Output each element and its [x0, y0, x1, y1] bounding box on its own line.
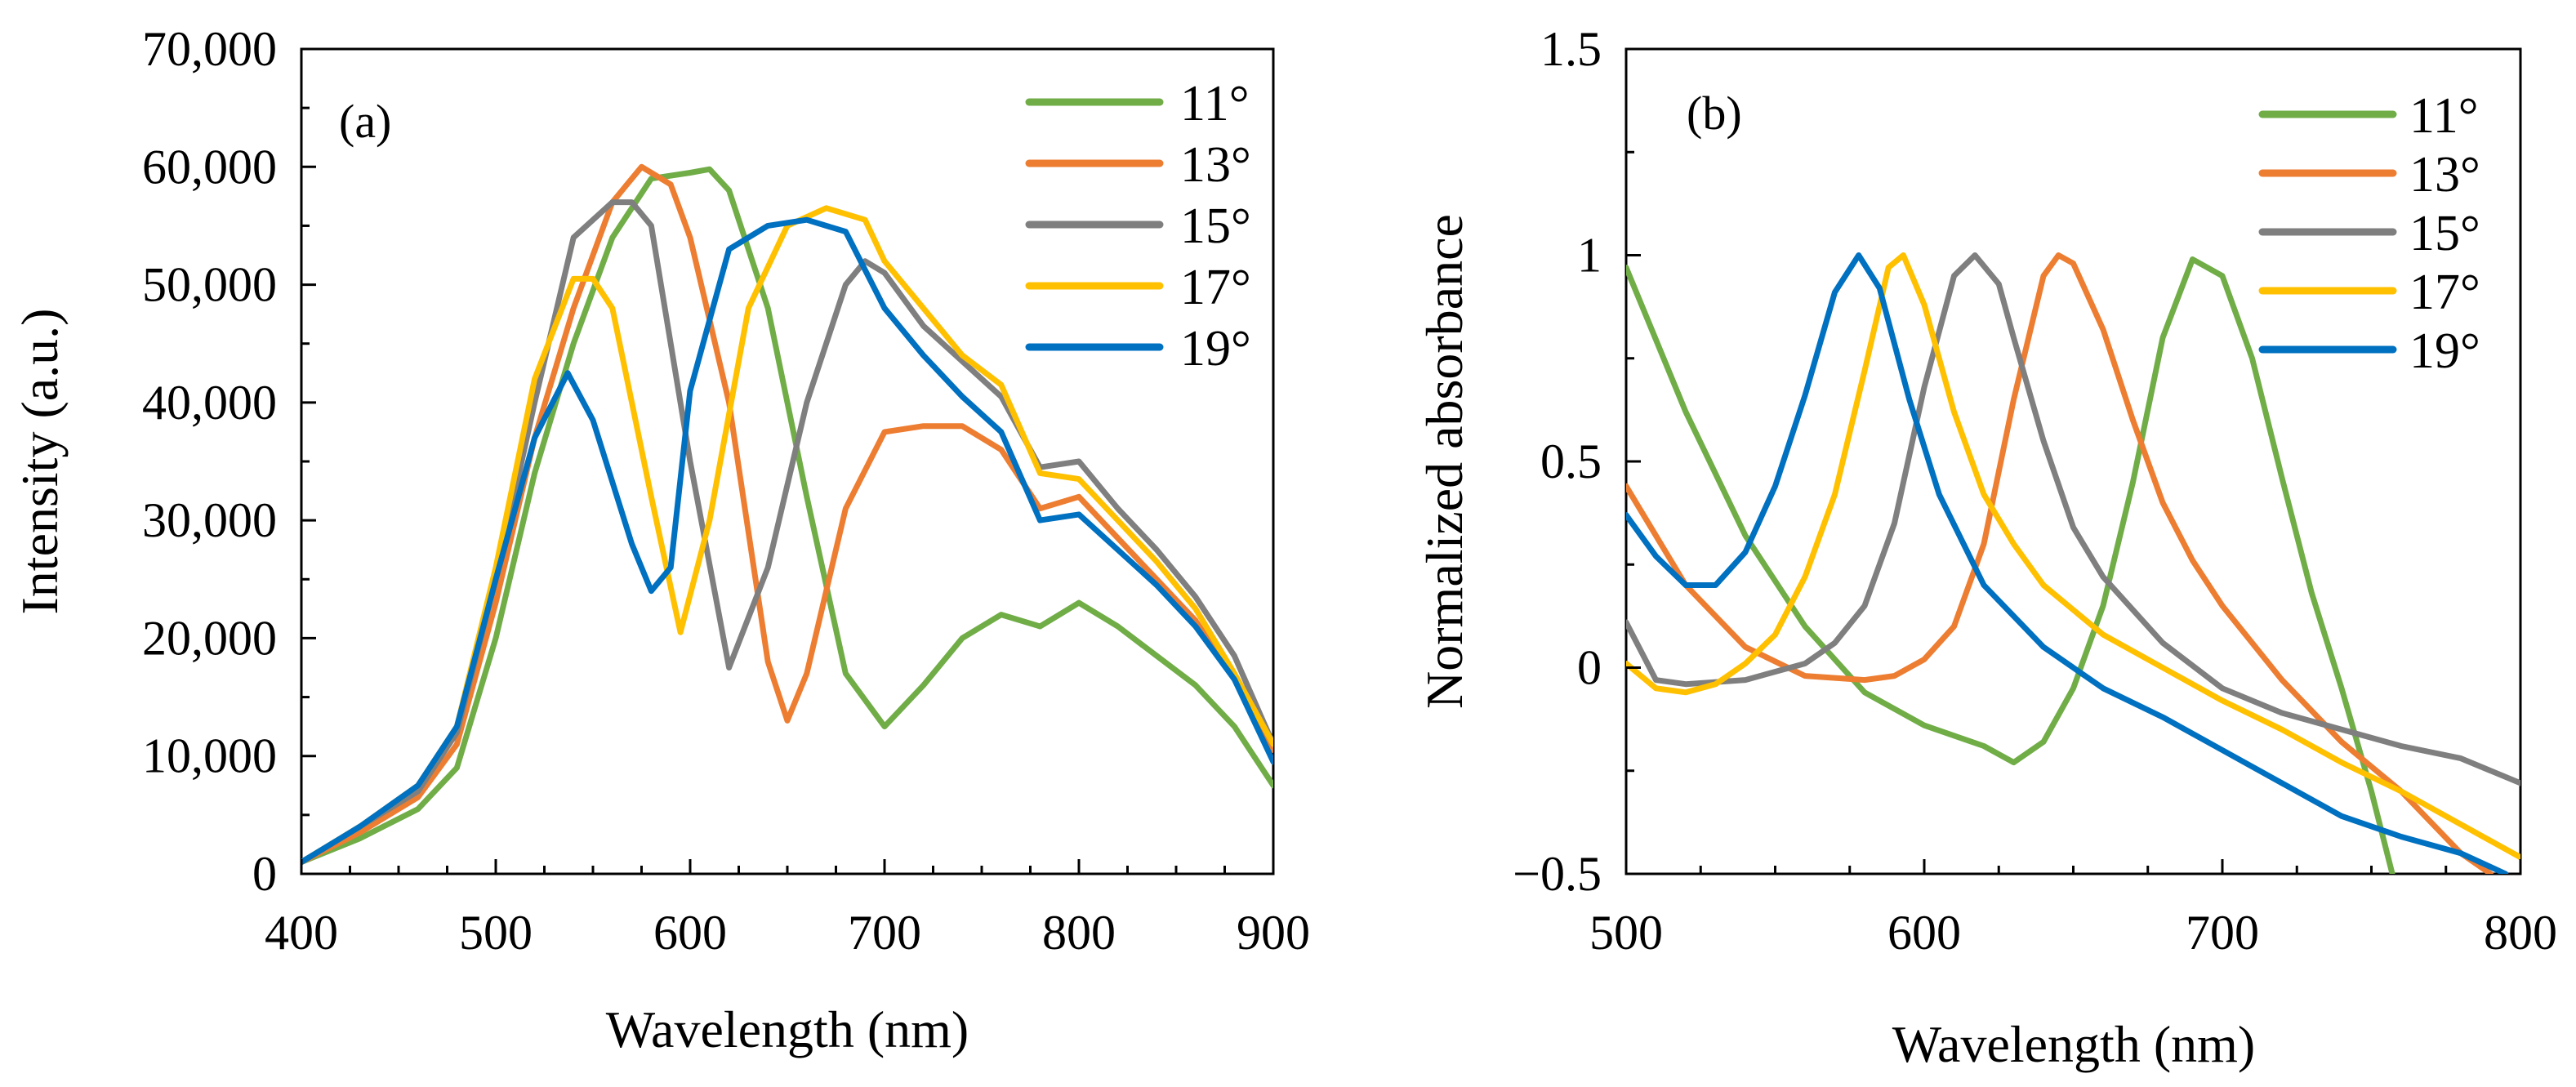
legend-label-4: 19°	[2409, 323, 2480, 379]
chart-panel-b: 500 600 700 800 −0.5 0 0.5 1 1.5 Wavelength (nm) N…	[1415, 22, 2557, 1073]
series-group	[301, 163, 1273, 866]
series-line-2	[301, 199, 1273, 866]
y-axis-title: Intensity (a.u.)	[11, 309, 69, 615]
legend-label-2: 15°	[2409, 206, 2480, 261]
x-tick-label: 400	[265, 906, 338, 960]
y-tick-label: 0	[1577, 641, 1602, 695]
y-tick-label: 50,000	[142, 258, 277, 312]
y-tick-label: 1.5	[1540, 22, 1602, 76]
legend-label-0: 11°	[1180, 76, 1250, 131]
x-tick-label: 600	[1887, 906, 1961, 960]
x-axis-title: Wavelength (nm)	[606, 1000, 969, 1058]
y-axis-title: Normalized absorbance	[1415, 214, 1473, 709]
panel-label: (a)	[339, 95, 391, 148]
y-tick-label: 40,000	[142, 376, 277, 430]
y-tick-label: 0	[252, 847, 277, 901]
y-tick-label: 0.5	[1540, 434, 1602, 488]
series-line-3	[1626, 252, 2520, 861]
y-tick-label: 10,000	[142, 729, 277, 783]
x-tick-label: 600	[653, 906, 727, 960]
x-tick-label: 800	[2484, 906, 2557, 960]
x-tick-label: 500	[459, 906, 533, 960]
series-line-4	[1626, 252, 2509, 874]
series-line-0	[301, 166, 1273, 866]
x-tick-label: 900	[1237, 906, 1310, 960]
x-tick-label: 500	[1589, 906, 1663, 960]
legend: 11° 13°15° 17° 19°	[1025, 76, 1251, 376]
x-tick-label: 800	[1042, 906, 1116, 960]
y-tick-label: 1	[1577, 229, 1602, 283]
legend-label-1: 13°	[1180, 137, 1251, 193]
series-line-4	[301, 216, 1273, 866]
series-line-2	[1626, 252, 2520, 786]
x-axis-title: Wavelength (nm)	[1892, 1015, 2255, 1073]
y-tick-label: −0.5	[1513, 847, 1602, 901]
y-tick-label: 20,000	[142, 611, 277, 665]
x-tick-label: 700	[848, 906, 921, 960]
series-line-1	[301, 163, 1273, 866]
y-tick-label: 60,000	[142, 140, 277, 194]
legend: 11°13°15°17°19°	[2258, 88, 2480, 379]
y-tick-label: 30,000	[142, 493, 277, 547]
series-line-1	[1626, 252, 2494, 874]
legend-label-0: 11°	[2409, 88, 2479, 144]
legend-label-4: 19°	[1180, 321, 1251, 376]
series-group	[1626, 252, 2520, 874]
y-tick-label: 70,000	[142, 22, 277, 76]
legend-label-3: 17°	[1180, 260, 1251, 315]
chart-panel-a: 400 500 600 700 800 900 0 10,000 20,000 30,000 40,…	[11, 22, 1310, 1058]
x-tick-label: 700	[2186, 906, 2259, 960]
legend-label-2: 15°	[1180, 198, 1251, 254]
panel-label: (b)	[1687, 87, 1742, 140]
series-line-3	[301, 205, 1273, 866]
legend-label-3: 17°	[2409, 265, 2480, 320]
legend-label-1: 13°	[2409, 147, 2480, 203]
